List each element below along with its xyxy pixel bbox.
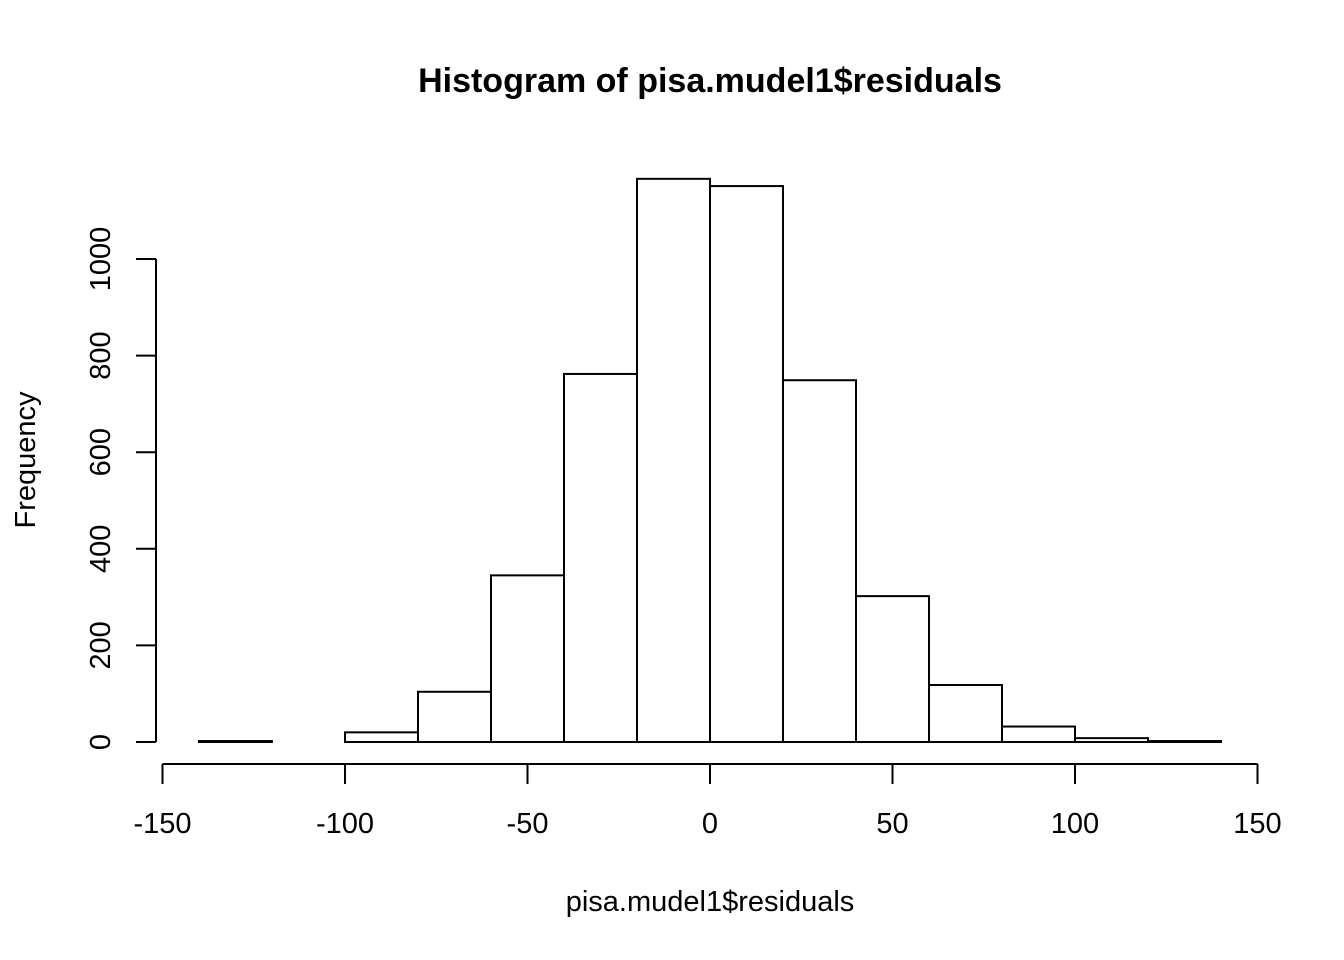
histogram-bar xyxy=(490,574,565,743)
y-axis: 0 200 400 600 800 1000 xyxy=(85,227,157,750)
histogram-bar xyxy=(782,379,857,743)
x-tick-label: -100 xyxy=(316,808,374,840)
histogram-bar xyxy=(563,372,638,743)
histogram-bar xyxy=(417,690,492,744)
histogram-bar xyxy=(198,740,273,743)
chart-title: Histogram of pisa.mudel1$residuals xyxy=(418,62,1002,100)
x-axis: -150 -100 -50 0 50 100 150 xyxy=(133,763,1282,840)
x-tick-label: 50 xyxy=(876,808,908,840)
y-axis-label: Frequency xyxy=(10,391,42,529)
y-tick-label: 600 xyxy=(85,428,117,476)
x-tick-label: 150 xyxy=(1233,808,1281,840)
histogram-bar xyxy=(1074,737,1149,743)
y-tick-label: 800 xyxy=(85,331,117,379)
x-tick-label: -50 xyxy=(507,808,549,840)
histogram-bar xyxy=(636,177,711,743)
histogram-bar xyxy=(1001,725,1076,744)
bars-group xyxy=(198,177,1222,744)
histogram-bar xyxy=(855,595,930,743)
histogram-bar xyxy=(1147,740,1222,743)
y-tick-label: 0 xyxy=(85,734,117,750)
x-tick-label: 0 xyxy=(702,808,718,840)
y-tick-label: 200 xyxy=(85,621,117,669)
x-tick-label: -150 xyxy=(133,808,191,840)
y-tick-label: 1000 xyxy=(85,227,117,292)
y-tick-label: 400 xyxy=(85,525,117,573)
histogram-bar xyxy=(928,684,1003,743)
x-axis-label: pisa.mudel1$residuals xyxy=(566,886,855,918)
histogram-bar xyxy=(709,185,784,743)
histogram-bar xyxy=(344,731,419,744)
x-tick-label: 100 xyxy=(1051,808,1099,840)
